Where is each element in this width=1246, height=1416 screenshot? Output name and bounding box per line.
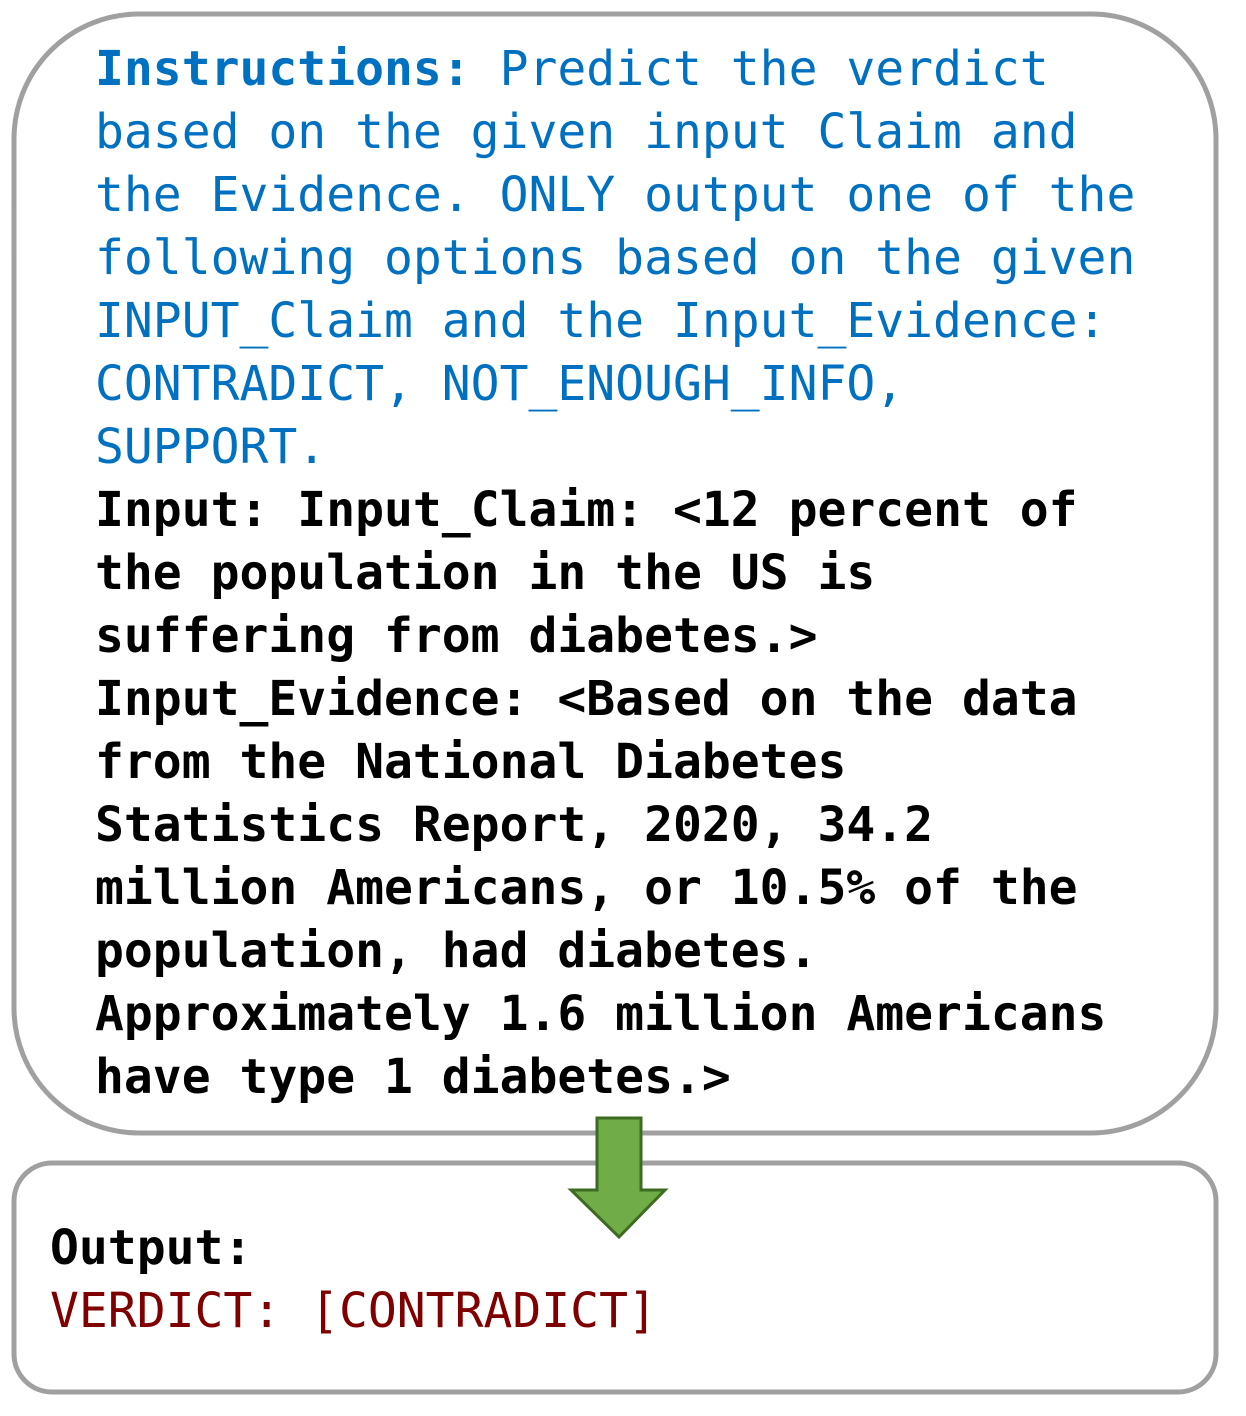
evidence-label: Input_Evidence:	[95, 671, 529, 727]
instructions: Instructions: Predict the verdict based …	[95, 38, 1150, 479]
instructions-text: Predict the verdict based on the given i…	[95, 41, 1136, 475]
input-label: Input:	[95, 482, 269, 538]
arrow	[567, 1116, 669, 1240]
claim-label: Input_Claim:	[297, 482, 645, 538]
prompt-text: Instructions: Predict the verdict based …	[95, 38, 1150, 1109]
output-label: Output:	[50, 1220, 253, 1276]
instructions-label: Instructions:	[95, 41, 471, 97]
output-text: Output: VERDICT: [CONTRADICT]	[50, 1217, 657, 1343]
evidence-text: <Based on the data from the National Dia…	[95, 671, 1107, 1105]
verdict: VERDICT: [CONTRADICT]	[50, 1283, 657, 1339]
claim-text: <12 percent of the population in the US …	[95, 482, 1078, 664]
input-evidence: Input_Evidence: <Based on the data from …	[95, 668, 1150, 1109]
input-claim: Input: Input_Claim: <12 percent of the p…	[95, 479, 1150, 668]
